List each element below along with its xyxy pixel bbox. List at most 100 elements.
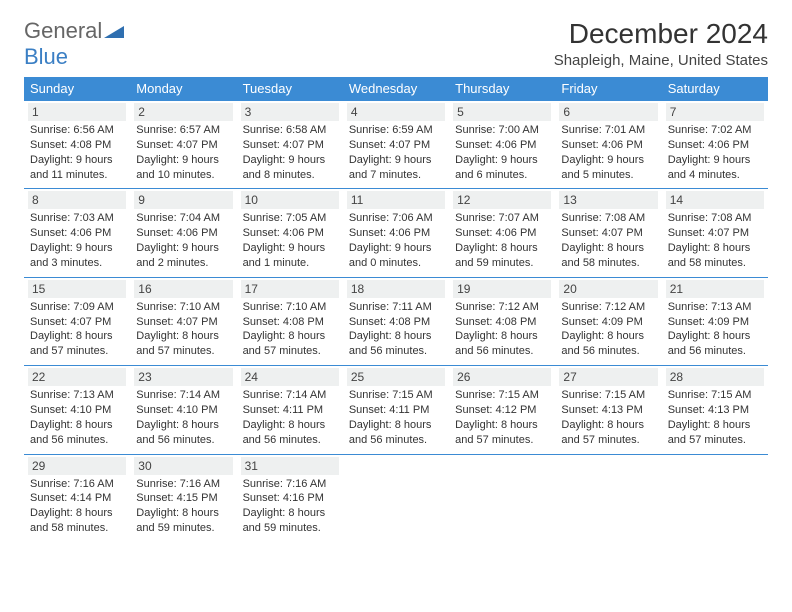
day-number: 2 [134,103,232,121]
day-cell: 24Sunrise: 7:14 AMSunset: 4:11 PMDayligh… [237,366,343,454]
day-cell: 7Sunrise: 7:02 AMSunset: 4:06 PMDaylight… [662,101,768,189]
sun-info: Sunrise: 7:15 AMSunset: 4:12 PMDaylight:… [453,388,551,447]
day-number: 26 [453,368,551,386]
day-number: 17 [241,280,339,298]
sun-info: Sunrise: 7:03 AMSunset: 4:06 PMDaylight:… [28,211,126,270]
sun-info: Sunrise: 7:11 AMSunset: 4:08 PMDaylight:… [347,300,445,359]
sun-info: Sunrise: 7:04 AMSunset: 4:06 PMDaylight:… [134,211,232,270]
sun-info: Sunrise: 7:10 AMSunset: 4:07 PMDaylight:… [134,300,232,359]
sun-info: Sunrise: 6:56 AMSunset: 4:08 PMDaylight:… [28,123,126,182]
sun-info: Sunrise: 7:09 AMSunset: 4:07 PMDaylight:… [28,300,126,359]
day-cell: 17 Sunrise: 7:10 AMSunset: 4:08 PMDayligh… [237,277,343,365]
day-cell: 12 Sunrise: 7:07 AMSunset: 4:06 PMDayligh… [449,189,555,277]
sun-info: Sunrise: 7:13 AMSunset: 4:10 PMDaylight:… [28,388,126,447]
sun-info: Sunrise: 7:10 AMSunset: 4:08 PMDaylight:… [241,300,339,359]
day-number: 25 [347,368,445,386]
sun-info: Sunrise: 6:58 AMSunset: 4:07 PMDaylight:… [241,123,339,182]
day-header: Thursday [449,77,555,101]
day-number: 31 [241,457,339,475]
sun-info: Sunrise: 7:14 AMSunset: 4:10 PMDaylight:… [134,388,232,447]
day-number: 5 [453,103,551,121]
day-cell [662,454,768,542]
day-cell [449,454,555,542]
week-row: 15 Sunrise: 7:09 AMSunset: 4:07 PMDayligh… [24,277,768,365]
logo-text-general: General [24,18,102,44]
day-header: Sunday [24,77,130,101]
day-number: 4 [347,103,445,121]
sun-info: Sunrise: 7:16 AMSunset: 4:14 PMDaylight:… [28,477,126,536]
sun-info: Sunrise: 7:08 AMSunset: 4:07 PMDaylight:… [559,211,657,270]
sun-info: Sunrise: 6:59 AMSunset: 4:07 PMDaylight:… [347,123,445,182]
sun-info: Sunrise: 7:06 AMSunset: 4:06 PMDaylight:… [347,211,445,270]
sun-info: Sunrise: 7:13 AMSunset: 4:09 PMDaylight:… [666,300,764,359]
day-number: 15 [28,280,126,298]
day-cell: 6 Sunrise: 7:01 AMSunset: 4:06 PMDaylight… [555,101,661,189]
day-cell: 1 Sunrise: 6:56 AMSunset: 4:08 PMDaylight… [24,101,130,189]
day-cell: 16 Sunrise: 7:10 AMSunset: 4:07 PMDayligh… [130,277,236,365]
day-cell: 5 Sunrise: 7:00 AMSunset: 4:06 PMDaylight… [449,101,555,189]
sun-info: Sunrise: 7:12 AMSunset: 4:08 PMDaylight:… [453,300,551,359]
day-cell: 31 Sunrise: 7:16 AMSunset: 4:16 PMDayligh… [237,454,343,542]
sun-info: Sunrise: 7:01 AMSunset: 4:06 PMDaylight:… [559,123,657,182]
day-cell: 14Sunrise: 7:08 AMSunset: 4:07 PMDayligh… [662,189,768,277]
day-number: 9 [134,191,232,209]
week-row: 1 Sunrise: 6:56 AMSunset: 4:08 PMDaylight… [24,101,768,189]
day-number: 18 [347,280,445,298]
day-header: Wednesday [343,77,449,101]
header: General December 2024 Shapleigh, Maine, … [24,18,768,69]
day-cell: 15 Sunrise: 7:09 AMSunset: 4:07 PMDayligh… [24,277,130,365]
day-number: 22 [28,368,126,386]
month-title: December 2024 [554,18,768,50]
day-number: 21 [666,280,764,298]
day-cell [555,454,661,542]
day-cell [343,454,449,542]
sun-info: Sunrise: 7:16 AMSunset: 4:15 PMDaylight:… [134,477,232,536]
day-cell: 29 Sunrise: 7:16 AMSunset: 4:14 PMDayligh… [24,454,130,542]
day-cell: 18 Sunrise: 7:11 AMSunset: 4:08 PMDayligh… [343,277,449,365]
day-cell: 2 Sunrise: 6:57 AMSunset: 4:07 PMDaylight… [130,101,236,189]
day-cell: 23 Sunrise: 7:14 AMSunset: 4:10 PMDayligh… [130,366,236,454]
location: Shapleigh, Maine, United States [554,52,768,69]
sun-info: Sunrise: 7:16 AMSunset: 4:16 PMDaylight:… [241,477,339,536]
day-cell: 11 Sunrise: 7:06 AMSunset: 4:06 PMDayligh… [343,189,449,277]
day-number: 8 [28,191,126,209]
day-number: 12 [453,191,551,209]
day-cell: 9 Sunrise: 7:04 AMSunset: 4:06 PMDaylight… [130,189,236,277]
week-row: 22 Sunrise: 7:13 AMSunset: 4:10 PMDayligh… [24,366,768,454]
day-cell: 13 Sunrise: 7:08 AMSunset: 4:07 PMDayligh… [555,189,661,277]
day-cell: 30Sunrise: 7:16 AMSunset: 4:15 PMDayligh… [130,454,236,542]
day-number: 6 [559,103,657,121]
day-number: 23 [134,368,232,386]
day-number: 24 [241,368,339,386]
day-number: 11 [347,191,445,209]
day-cell: 21 Sunrise: 7:13 AMSunset: 4:09 PMDayligh… [662,277,768,365]
sun-info: Sunrise: 7:05 AMSunset: 4:06 PMDaylight:… [241,211,339,270]
day-number: 16 [134,280,232,298]
day-cell: 19 Sunrise: 7:12 AMSunset: 4:08 PMDayligh… [449,277,555,365]
day-number: 13 [559,191,657,209]
day-number: 28 [666,368,764,386]
calendar-table: SundayMondayTuesdayWednesdayThursdayFrid… [24,77,768,542]
day-number: 29 [28,457,126,475]
sun-info: Sunrise: 7:00 AMSunset: 4:06 PMDaylight:… [453,123,551,182]
week-row: 8 Sunrise: 7:03 AMSunset: 4:06 PMDaylight… [24,189,768,277]
day-cell: 20Sunrise: 7:12 AMSunset: 4:09 PMDayligh… [555,277,661,365]
sun-info: Sunrise: 7:15 AMSunset: 4:11 PMDaylight:… [347,388,445,447]
day-number: 27 [559,368,657,386]
logo-triangle-icon [104,18,124,44]
day-cell: 26 Sunrise: 7:15 AMSunset: 4:12 PMDayligh… [449,366,555,454]
day-number: 19 [453,280,551,298]
week-row: 29 Sunrise: 7:16 AMSunset: 4:14 PMDayligh… [24,454,768,542]
day-header: Friday [555,77,661,101]
sun-info: Sunrise: 7:07 AMSunset: 4:06 PMDaylight:… [453,211,551,270]
day-number: 7 [666,103,764,121]
calendar-body: 1 Sunrise: 6:56 AMSunset: 4:08 PMDaylight… [24,101,768,542]
day-cell: 4 Sunrise: 6:59 AMSunset: 4:07 PMDaylight… [343,101,449,189]
day-number: 1 [28,103,126,121]
day-header: Saturday [662,77,768,101]
sun-info: Sunrise: 7:08 AMSunset: 4:07 PMDaylight:… [666,211,764,270]
sun-info: Sunrise: 7:15 AMSunset: 4:13 PMDaylight:… [559,388,657,447]
sun-info: Sunrise: 6:57 AMSunset: 4:07 PMDaylight:… [134,123,232,182]
sun-info: Sunrise: 7:12 AMSunset: 4:09 PMDaylight:… [559,300,657,359]
day-cell: 10Sunrise: 7:05 AMSunset: 4:06 PMDayligh… [237,189,343,277]
